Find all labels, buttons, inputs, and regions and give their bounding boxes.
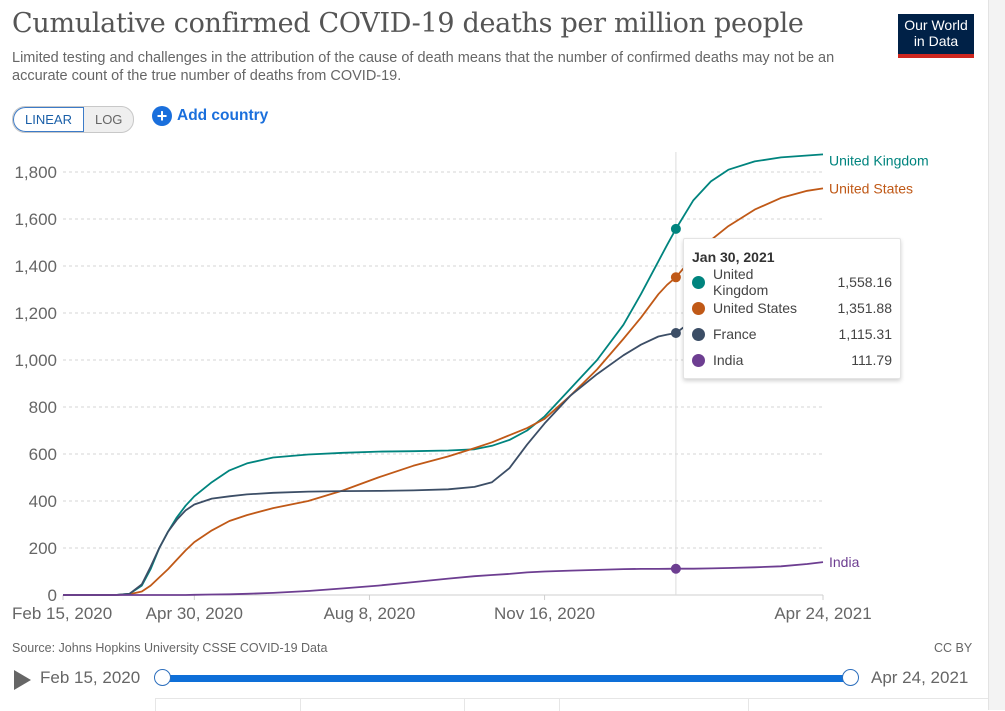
scale-toggle: LINEAR LOG <box>12 106 135 133</box>
timeline: Feb 15, 2020 Apr 24, 2021 <box>0 664 988 694</box>
chart-subtitle: Limited testing and challenges in the at… <box>12 50 835 84</box>
tab-map[interactable] <box>300 699 464 711</box>
tooltip-date: Jan 30, 2021 <box>692 249 775 265</box>
legend-dot-icon <box>692 327 705 341</box>
line-chart[interactable]: 0 200 400 600 800 1,000 1,200 1,400 1,600 1,800 F… <box>0 140 988 635</box>
timeline-end-label: Apr 24, 2021 <box>871 668 969 687</box>
log-scale-button[interactable]: LOG <box>94 112 123 127</box>
y-tick-label: 1,800 <box>14 163 57 182</box>
tab-chart[interactable] <box>155 699 300 711</box>
hover-point <box>670 272 681 283</box>
legend-dot-icon <box>692 275 705 289</box>
logo-line-1: Our World <box>904 17 968 33</box>
bottom-tab-bar <box>155 698 988 711</box>
x-tick-label: Apr 24, 2021 <box>774 604 871 623</box>
timeline-start-label: Feb 15, 2020 <box>40 668 141 687</box>
series-label: India <box>829 554 860 570</box>
tooltip-row: United States 1,351.88 <box>692 295 892 321</box>
tooltip-country: United States <box>713 300 798 316</box>
tooltip-value: 1,558.16 <box>837 274 893 290</box>
y-tick-label: 800 <box>29 398 57 417</box>
series-line-india <box>63 561 824 596</box>
tooltip-row: United Kingdom 1,558.16 <box>692 266 893 298</box>
tooltip-country: France <box>713 326 757 342</box>
tab-table[interactable] <box>464 699 559 711</box>
owid-logo[interactable]: Our World in Data <box>898 14 974 58</box>
license-link[interactable]: CC BY <box>934 641 973 655</box>
x-tick-label: Apr 30, 2020 <box>146 604 243 623</box>
y-tick-label: 0 <box>48 586 57 605</box>
timeline-start-handle[interactable] <box>154 669 171 686</box>
chart-title: Cumulative confirmed COVID-19 deaths per… <box>12 8 804 39</box>
linear-scale-button[interactable]: LINEAR <box>13 107 84 132</box>
x-tick-label: Feb 15, 2020 <box>12 604 112 623</box>
y-tick-label: 600 <box>29 445 57 464</box>
scrollbar[interactable] <box>988 0 1005 710</box>
logo-line-2: in Data <box>913 33 959 49</box>
x-tick-label: Nov 16, 2020 <box>494 604 595 623</box>
plus-circle-icon: + <box>152 106 172 126</box>
tooltip-value: 1,351.88 <box>837 300 893 316</box>
y-tick-label: 200 <box>29 539 57 558</box>
add-country-label: Add country <box>177 107 269 124</box>
tab-sources[interactable] <box>559 699 748 711</box>
tooltip-row: France 1,115.31 <box>692 321 892 347</box>
tooltip-value: 1,115.31 <box>838 326 892 342</box>
hover-points <box>670 223 681 574</box>
tooltip-country: United Kingdom <box>713 266 769 298</box>
hover-point <box>670 563 681 574</box>
hover-point <box>670 327 681 338</box>
hover-point <box>670 223 681 234</box>
y-tick-label: 1,000 <box>14 351 57 370</box>
tooltip-row: India 111.79 <box>692 347 892 373</box>
timeline-end-handle[interactable] <box>842 669 859 686</box>
tab-download[interactable] <box>748 699 988 711</box>
source-link[interactable]: Source: Johns Hopkins University CSSE CO… <box>12 641 328 655</box>
y-axis-ticks: 0 200 400 600 800 1,000 1,200 1,400 1,600 1,800 <box>14 163 57 605</box>
timeline-track[interactable] <box>162 675 850 682</box>
legend-dot-icon <box>692 301 705 315</box>
add-country-button[interactable]: + Add country <box>152 106 268 126</box>
tooltip: Jan 30, 2021 United Kingdom 1,558.16 Uni… <box>683 238 901 379</box>
x-axis: Feb 15, 2020 Apr 30, 2020 Aug 8, 2020 Nov 1… <box>12 594 872 623</box>
series-label: United Kingdom <box>829 152 929 168</box>
x-tick-label: Aug 8, 2020 <box>324 604 416 623</box>
series-label: United States <box>829 180 913 196</box>
y-tick-label: 1,600 <box>14 210 57 229</box>
legend-dot-icon <box>692 353 705 367</box>
y-tick-label: 1,200 <box>14 304 57 323</box>
y-tick-label: 1,400 <box>14 257 57 276</box>
play-icon[interactable] <box>14 670 31 690</box>
tooltip-value: 111.79 <box>851 352 892 368</box>
y-tick-label: 400 <box>29 492 57 511</box>
tooltip-country: India <box>713 352 744 368</box>
